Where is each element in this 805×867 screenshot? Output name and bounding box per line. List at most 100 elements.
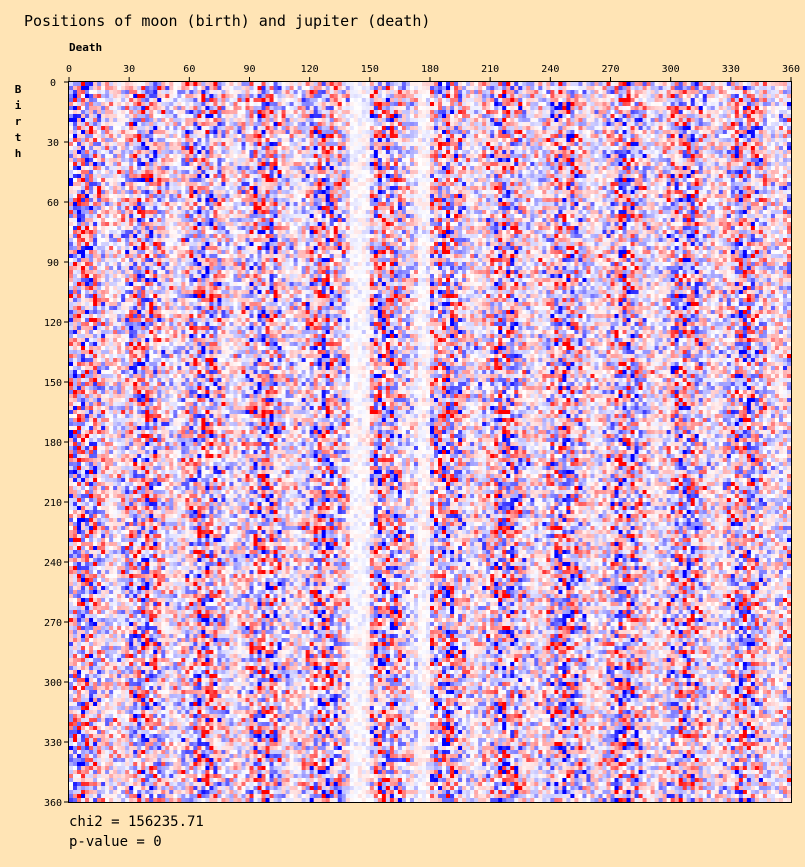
heatmap-cell bbox=[634, 142, 639, 147]
heatmap-cell bbox=[610, 150, 615, 155]
heatmap-cell bbox=[586, 134, 591, 139]
heatmap-cell bbox=[197, 162, 202, 167]
heatmap-cell bbox=[490, 178, 495, 183]
heatmap-cell bbox=[662, 106, 667, 111]
heatmap-cell bbox=[221, 182, 226, 187]
heatmap-cell bbox=[706, 170, 712, 175]
heatmap-cell bbox=[121, 126, 126, 131]
heatmap-cell bbox=[626, 142, 631, 147]
heatmap-cell bbox=[117, 90, 122, 95]
heatmap-cell bbox=[466, 162, 471, 167]
heatmap-cell bbox=[614, 158, 619, 163]
heatmap-cell bbox=[562, 114, 567, 119]
heatmap-cell bbox=[309, 86, 314, 91]
heatmap-cell bbox=[333, 86, 339, 91]
heatmap-cell bbox=[750, 186, 756, 191]
heatmap-cell bbox=[750, 110, 756, 115]
heatmap-cell bbox=[365, 82, 371, 87]
heatmap-cell bbox=[241, 150, 246, 155]
heatmap-cell bbox=[197, 170, 202, 175]
heatmap-cell bbox=[281, 186, 286, 191]
heatmap-cell bbox=[566, 82, 571, 87]
heatmap-cell bbox=[385, 122, 391, 127]
heatmap-cell bbox=[301, 142, 306, 147]
heatmap-cell bbox=[458, 166, 463, 171]
heatmap-cell bbox=[89, 158, 94, 163]
heatmap-cell bbox=[550, 134, 555, 139]
heatmap-cell bbox=[782, 174, 788, 179]
heatmap-cell bbox=[510, 174, 515, 179]
heatmap-cell bbox=[574, 146, 579, 151]
heatmap-cell bbox=[405, 154, 411, 159]
heatmap-cell bbox=[494, 94, 499, 99]
heatmap-cell bbox=[542, 170, 547, 175]
heatmap-cell bbox=[145, 170, 150, 175]
heatmap-cell bbox=[93, 150, 98, 155]
heatmap-cell bbox=[766, 102, 772, 107]
heatmap-cell bbox=[313, 154, 318, 159]
heatmap-cell bbox=[514, 142, 519, 147]
heatmap-cell bbox=[722, 86, 728, 91]
heatmap-cell bbox=[389, 102, 395, 107]
heatmap-cell bbox=[157, 118, 162, 123]
heatmap-cell bbox=[538, 118, 543, 123]
heatmap-cell bbox=[570, 82, 575, 87]
heatmap-cell bbox=[205, 110, 210, 115]
heatmap-cell bbox=[281, 182, 286, 187]
heatmap-cell bbox=[153, 90, 158, 95]
heatmap-cell bbox=[201, 98, 206, 103]
heatmap-cell bbox=[97, 86, 102, 91]
heatmap-cell bbox=[626, 82, 631, 87]
heatmap-cell bbox=[257, 190, 262, 195]
heatmap-cell bbox=[229, 126, 234, 131]
heatmap-cell bbox=[405, 162, 411, 167]
heatmap-cell bbox=[329, 90, 335, 95]
heatmap-cell bbox=[522, 178, 527, 183]
heatmap-cell bbox=[137, 150, 142, 155]
heatmap-cell bbox=[542, 150, 547, 155]
heatmap-cell bbox=[694, 154, 700, 159]
heatmap-cell bbox=[197, 190, 202, 195]
heatmap-cell bbox=[518, 142, 523, 147]
heatmap-cell bbox=[325, 94, 331, 99]
heatmap-cell bbox=[674, 142, 679, 147]
heatmap-cell bbox=[393, 86, 399, 91]
heatmap-cell bbox=[137, 158, 142, 163]
heatmap-cell bbox=[405, 134, 411, 139]
heatmap-cell bbox=[466, 86, 471, 91]
heatmap-cell bbox=[562, 82, 567, 87]
heatmap-cell bbox=[582, 182, 587, 187]
heatmap-cell bbox=[401, 110, 407, 115]
heatmap-cell bbox=[233, 186, 238, 191]
heatmap-cell bbox=[722, 182, 728, 187]
heatmap-cell bbox=[333, 150, 339, 155]
heatmap-cell bbox=[534, 174, 539, 179]
heatmap-cell bbox=[121, 106, 126, 111]
heatmap-cell bbox=[213, 154, 218, 159]
heatmap-cell bbox=[153, 190, 158, 195]
heatmap-cell bbox=[778, 102, 784, 107]
heatmap-cell bbox=[117, 174, 122, 179]
heatmap-cell bbox=[518, 150, 523, 155]
heatmap-cell bbox=[205, 94, 210, 99]
heatmap-cell bbox=[217, 170, 222, 175]
heatmap-cell bbox=[762, 142, 768, 147]
heatmap-cell bbox=[129, 154, 134, 159]
heatmap-cell bbox=[662, 102, 667, 107]
heatmap-cell bbox=[462, 150, 467, 155]
heatmap-cell bbox=[510, 142, 515, 147]
heatmap-cell bbox=[317, 102, 322, 107]
heatmap-cell bbox=[498, 150, 503, 155]
heatmap-cell bbox=[309, 170, 314, 175]
heatmap-cell bbox=[393, 110, 399, 115]
heatmap-cell bbox=[698, 94, 704, 99]
heatmap-cell bbox=[562, 118, 567, 123]
heatmap-cell bbox=[185, 162, 190, 167]
heatmap-cell bbox=[774, 134, 780, 139]
heatmap-cell bbox=[510, 82, 515, 87]
heatmap-cell bbox=[249, 142, 254, 147]
heatmap-cell bbox=[710, 106, 716, 111]
heatmap-cell bbox=[125, 90, 130, 95]
heatmap-cell bbox=[626, 86, 631, 91]
heatmap-cell bbox=[381, 134, 387, 139]
